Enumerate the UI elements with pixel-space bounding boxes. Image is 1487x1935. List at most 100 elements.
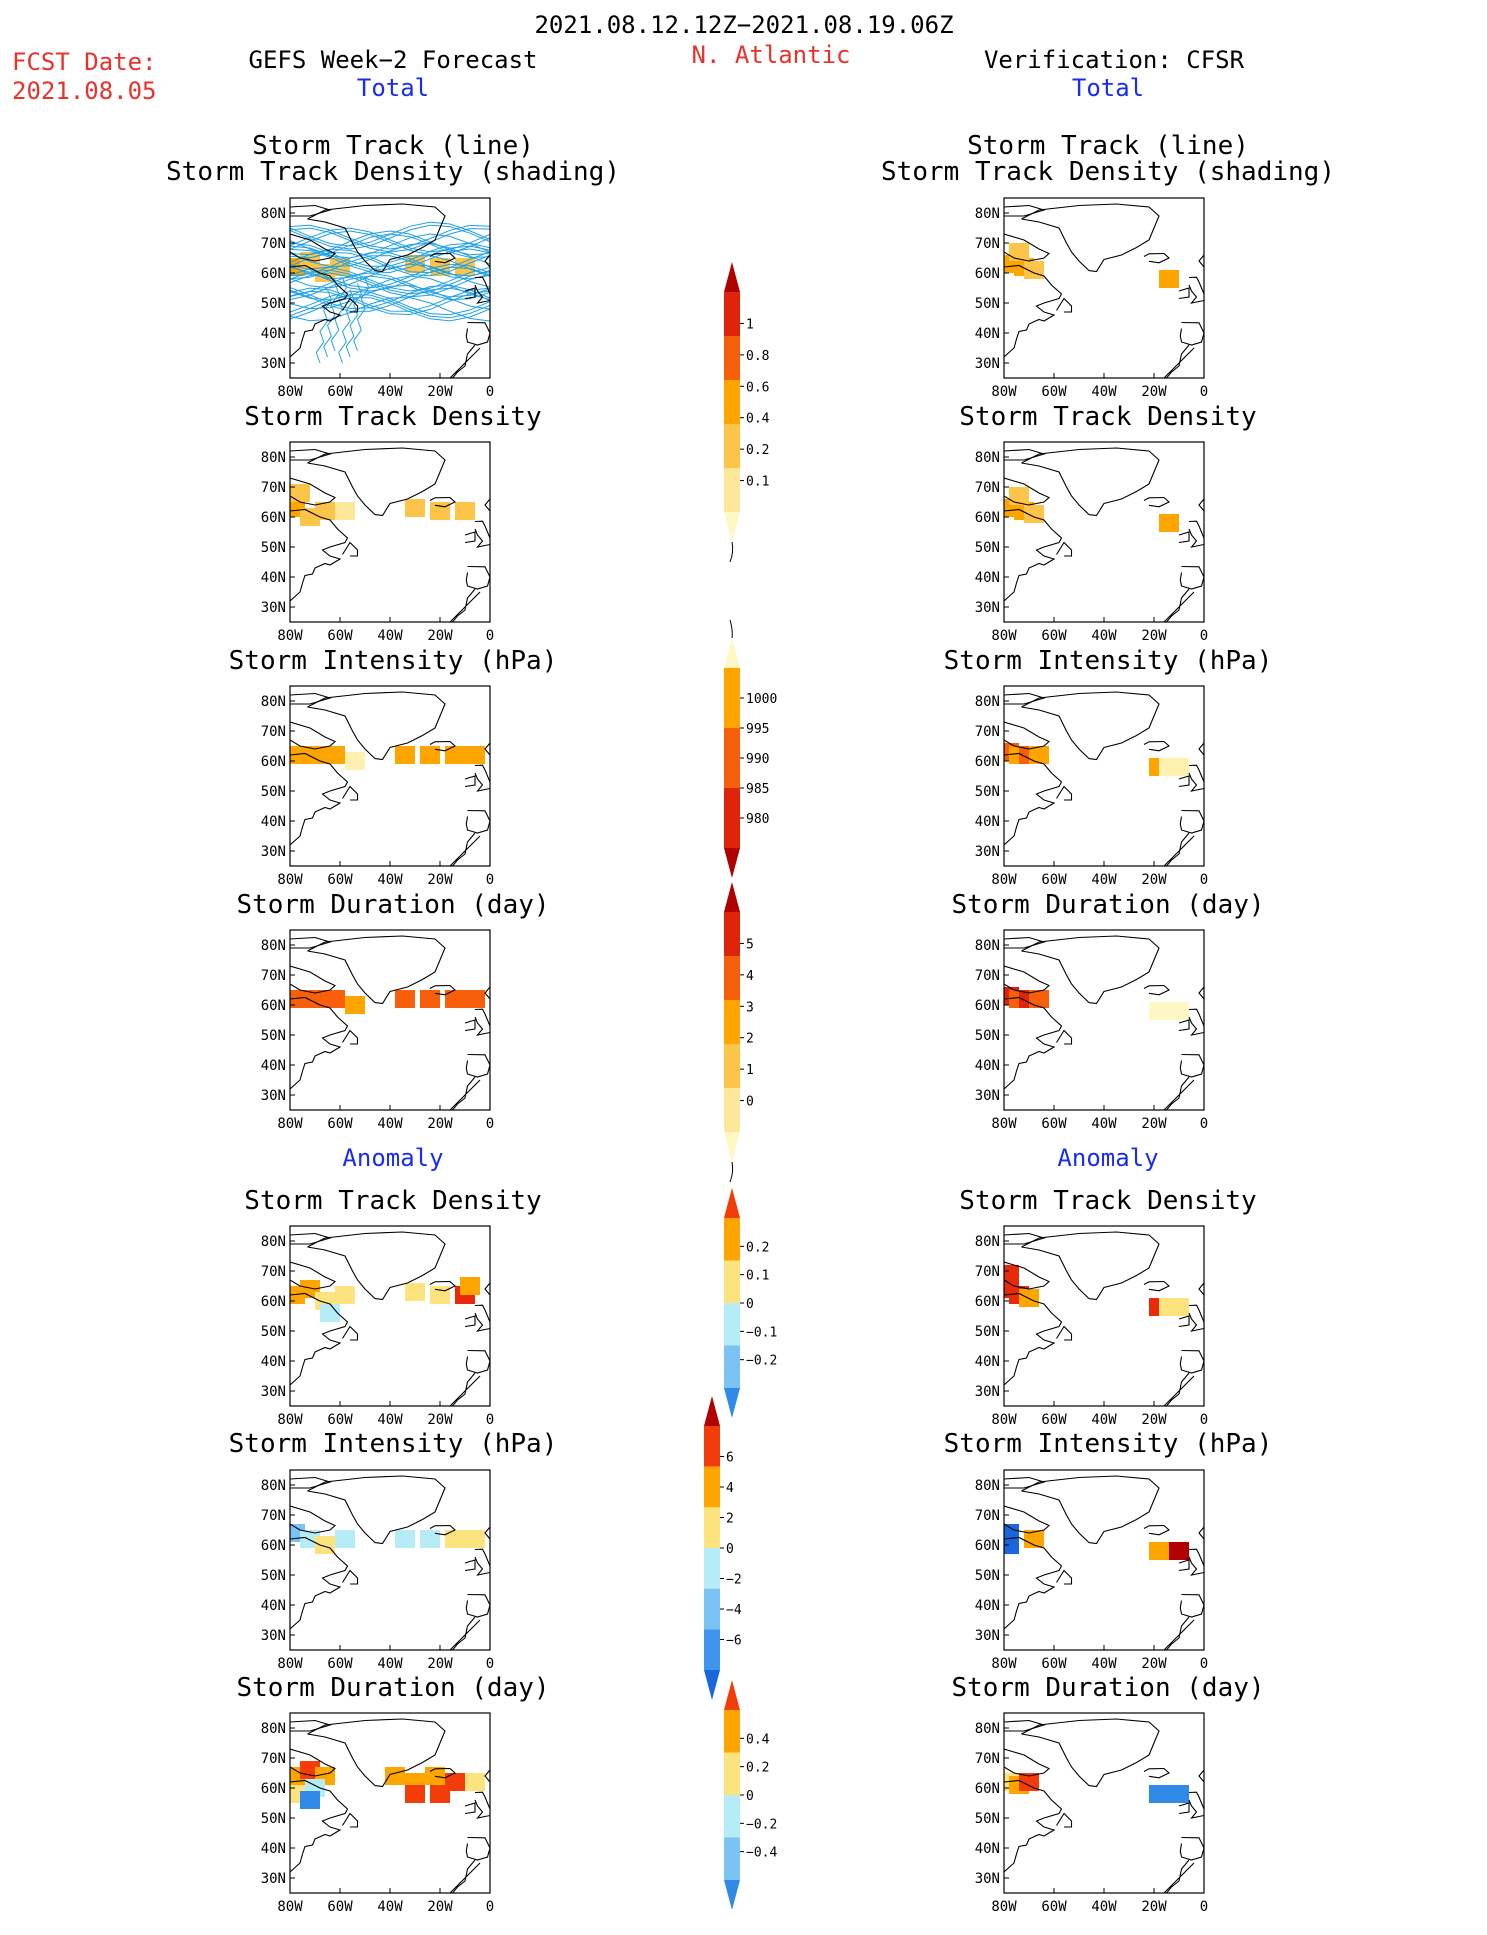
colorbar-density: 1 0.8 0.6 0.4 0.2 0.1: [714, 262, 794, 563]
storm-track-line: [315, 289, 332, 364]
coastline: [429, 1767, 456, 1779]
lat-tick-label: 80N: [261, 694, 286, 710]
coastline: [1021, 1231, 1160, 1301]
storm-track-line: [290, 255, 490, 280]
map-svg: 80N 70N 60N 50N 40N 30N 80W 60W 40W 20W 0: [261, 441, 494, 644]
lon-tick-label: 20W: [1141, 1116, 1167, 1132]
coastline: [1143, 1767, 1170, 1779]
colorbar-segment: [724, 1000, 740, 1044]
coastline: [290, 752, 349, 847]
map-panel-cfsr-anom-intensity: 80N 70N 60N 50N 40N 30N 80W 60W 40W 20W 0: [964, 1462, 1208, 1672]
colorbar-tail: [729, 1161, 734, 1183]
colorbar-svg: 6 4 2 0 −2 −4 −6: [704, 1396, 742, 1700]
lat-tick-label: 50N: [975, 296, 1000, 312]
storm-track-line: [290, 227, 490, 253]
colorbar-label: −6: [726, 1634, 742, 1649]
lon-tick-label: 20W: [427, 1412, 453, 1428]
colorbar-label: 1: [746, 1063, 754, 1078]
storm-track-line: [290, 266, 490, 292]
map-panel-fcst-track: 80N 70N 60N 50N 40N 30N 80W 60W 40W 20W 0: [250, 190, 494, 400]
coastline: [449, 588, 481, 622]
right-total-label: Total: [1071, 74, 1145, 102]
heatmap-cell: [1004, 1536, 1019, 1554]
storm-track-line: [290, 284, 490, 310]
coastline: [1188, 1008, 1204, 1036]
colorbar-segment: [724, 1837, 740, 1880]
lon-tick-label: 80W: [277, 1899, 303, 1915]
coastline: [1198, 254, 1204, 268]
lat-tick-label: 60N: [975, 1781, 1000, 1797]
coastline: [307, 1718, 446, 1788]
map-frame: [289, 1469, 491, 1651]
heatmap-cell: [430, 502, 450, 520]
colorbar-label: 3: [746, 1000, 754, 1015]
coastline: [307, 1231, 446, 1301]
storm-track-line: [290, 252, 490, 277]
heatmap-cell: [1169, 1785, 1189, 1803]
lat-tick-label: 60N: [261, 510, 286, 526]
heatmap-cell: [420, 990, 440, 1008]
coastline: [464, 1019, 476, 1032]
colorbar-label: 0.2: [746, 1240, 769, 1255]
heatmap-cell: [335, 1286, 355, 1304]
lat-tick-label: 80N: [975, 1721, 1000, 1737]
heatmap-cell: [300, 1791, 320, 1809]
lon-tick-label: 0: [486, 1412, 494, 1428]
lat-tick-label: 50N: [261, 540, 286, 556]
lat-tick-label: 40N: [261, 1354, 286, 1370]
lon-tick-label: 80W: [277, 1412, 303, 1428]
coastline: [1004, 936, 1046, 949]
lon-tick-label: 0: [486, 1899, 494, 1915]
storm-track-line: [345, 283, 362, 358]
storm-track-line: [290, 269, 490, 295]
colorbar-label: 4: [746, 969, 754, 984]
heatmap-cell: [1159, 514, 1179, 532]
lon-tick-label: 60W: [327, 872, 353, 888]
coastline: [1004, 1719, 1046, 1732]
lat-tick-label: 70N: [261, 1751, 286, 1767]
lat-tick-label: 40N: [261, 814, 286, 830]
lon-tick-label: 40W: [377, 1412, 403, 1428]
colorbar-label: 5: [746, 937, 754, 952]
heatmap-cell: [1169, 758, 1189, 776]
lat-tick-label: 50N: [975, 1568, 1000, 1584]
storm-track-line: [290, 290, 490, 316]
coastline: [484, 254, 490, 268]
coastline: [1163, 1859, 1195, 1893]
coastline: [1143, 1280, 1170, 1292]
colorbar-label: 0.4: [746, 1732, 770, 1747]
colorbar-svg: 0.4 0.2 0 −0.2 −0.4: [724, 1680, 777, 1910]
lon-tick-label: 20W: [1141, 1899, 1167, 1915]
coastline: [1143, 740, 1170, 752]
lat-tick-label: 70N: [975, 968, 1000, 984]
colorbar-label: 0.2: [746, 1761, 769, 1776]
coastline: [464, 1802, 476, 1815]
coastline: [1179, 809, 1204, 834]
left-total-label: Total: [356, 74, 430, 102]
coastline: [290, 996, 349, 1091]
colorbar-segment: [724, 1260, 740, 1303]
heatmap-cell: [305, 746, 325, 764]
coastline: [465, 1349, 490, 1374]
lat-tick-label: 50N: [261, 1811, 286, 1827]
coastline: [1198, 1282, 1204, 1296]
storm-track-line: [290, 224, 490, 250]
lat-tick-label: 80N: [975, 1234, 1000, 1250]
lat-tick-label: 40N: [261, 570, 286, 586]
coastline: [1198, 986, 1204, 1000]
coastline: [1163, 832, 1195, 866]
map-svg: 80N 70N 60N 50N 40N 30N 80W 60W 40W 20W 0: [261, 1225, 494, 1428]
lat-tick-label: 80N: [261, 1721, 286, 1737]
colorbar-top-triangle: [724, 638, 740, 668]
lon-tick-label: 80W: [991, 1116, 1017, 1132]
storm-track-line: [290, 287, 490, 312]
lat-tick-label: 50N: [975, 1324, 1000, 1340]
colorbar-label: 0.2: [746, 443, 769, 458]
coastline: [465, 565, 490, 590]
colorbar-label: 1000: [746, 692, 777, 707]
coastline: [1178, 775, 1190, 788]
panel-title-intensity-right: Storm Intensity (hPa): [943, 646, 1273, 676]
lat-tick-label: 60N: [261, 1538, 286, 1554]
lat-tick-label: 70N: [975, 480, 1000, 496]
coastline: [1056, 1029, 1073, 1045]
